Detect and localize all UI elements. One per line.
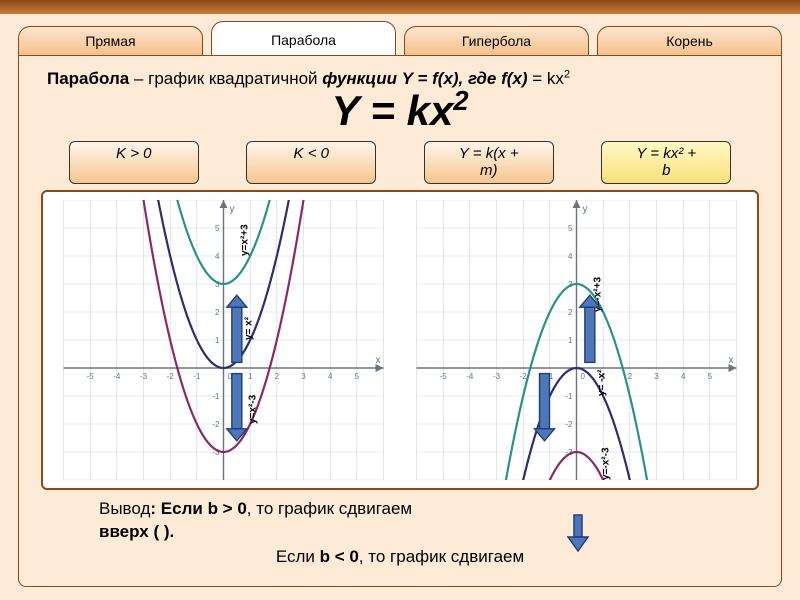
chart-left-svg: -5-4-3-2-112345-3-2-1123450xyy=x²+3y= x²… bbox=[59, 200, 388, 480]
charts-panel: -5 -4 -3 -2 -1 1 2 3 4 5 -3 -2 -1 1 2 3 4 5 0 x y y=x²+3 y= x²… bbox=[41, 190, 759, 490]
subtab-k-neg[interactable]: K < 0 bbox=[246, 141, 376, 184]
slide-root: Прямая Парабола Гипербола Корень Парабол… bbox=[0, 0, 800, 600]
svg-text:x: x bbox=[729, 355, 734, 366]
svg-text:5: 5 bbox=[215, 224, 220, 233]
svg-text:y=x²+3: y=x²+3 bbox=[240, 224, 251, 256]
svg-text:4: 4 bbox=[328, 372, 333, 381]
svg-text:5: 5 bbox=[355, 372, 360, 381]
svg-text:2: 2 bbox=[275, 372, 280, 381]
definition-text: Парабола – график квадратичной функции Y… bbox=[19, 56, 781, 89]
svg-text:0: 0 bbox=[581, 372, 586, 381]
svg-text:y=x²-3: y=x²-3 bbox=[248, 395, 259, 425]
subtab-shift-b[interactable]: Y = kx² + b bbox=[601, 141, 731, 184]
subtab-shift-m[interactable]: Y = k(x + m) bbox=[424, 141, 554, 184]
svg-text:y: y bbox=[230, 204, 235, 215]
content-panel: Парабола – график квадратичной функции Y… bbox=[18, 55, 782, 587]
svg-text:3: 3 bbox=[301, 372, 306, 381]
svg-text:-2: -2 bbox=[212, 420, 220, 429]
svg-text:4: 4 bbox=[681, 372, 686, 381]
svg-text:-3: -3 bbox=[140, 372, 148, 381]
svg-text:-4: -4 bbox=[113, 372, 121, 381]
svg-text:y: y bbox=[583, 204, 588, 215]
tab-line[interactable]: Прямая bbox=[18, 26, 203, 55]
svg-text:1: 1 bbox=[215, 336, 220, 345]
svg-text:5: 5 bbox=[568, 224, 573, 233]
svg-text:3: 3 bbox=[654, 372, 659, 381]
svg-text:-2: -2 bbox=[565, 420, 573, 429]
svg-text:-3: -3 bbox=[493, 372, 501, 381]
arrow-down-icon bbox=[565, 513, 591, 558]
svg-text:-5: -5 bbox=[87, 372, 95, 381]
svg-text:1: 1 bbox=[248, 372, 253, 381]
svg-text:5: 5 bbox=[708, 372, 713, 381]
top-border bbox=[0, 0, 800, 14]
tab-root[interactable]: Корень bbox=[597, 26, 782, 55]
tab-hyperbola[interactable]: Гипербола bbox=[404, 26, 589, 55]
svg-text:-1: -1 bbox=[212, 392, 220, 401]
svg-text:4: 4 bbox=[215, 252, 220, 261]
subtab-k-pos[interactable]: K > 0 bbox=[69, 141, 199, 184]
svg-text:2: 2 bbox=[628, 372, 633, 381]
chart-right: -5-4-3-2-112345-3-2-1123450xyy=-x²+3y= -… bbox=[412, 200, 741, 480]
svg-text:y= x²: y= x² bbox=[244, 317, 255, 341]
svg-text:-1: -1 bbox=[193, 372, 201, 381]
svg-text:-4: -4 bbox=[466, 372, 474, 381]
tabs-row: Прямая Парабола Гипербола Корень bbox=[0, 14, 800, 55]
svg-text:x: x bbox=[376, 355, 381, 366]
svg-text:y=-x²-3: y=-x²-3 bbox=[601, 447, 612, 480]
chart-left: -5-4-3-2-112345-3-2-1123450xyy=x²+3y= x²… bbox=[59, 200, 388, 480]
subtabs-row: K > 0 K < 0 Y = k(x + m) Y = kx² + b bbox=[19, 135, 781, 184]
svg-text:-1: -1 bbox=[565, 392, 573, 401]
main-formula: Y = kx2 bbox=[19, 85, 781, 135]
svg-text:-2: -2 bbox=[167, 372, 175, 381]
svg-text:2: 2 bbox=[568, 308, 573, 317]
tab-parabola[interactable]: Парабола bbox=[211, 21, 396, 56]
definition-term: Парабола bbox=[47, 69, 129, 88]
svg-text:-5: -5 bbox=[440, 372, 448, 381]
svg-text:1: 1 bbox=[568, 336, 573, 345]
chart-right-svg: -5-4-3-2-112345-3-2-1123450xyy=-x²+3y= -… bbox=[412, 200, 741, 480]
svg-text:y= -x²: y= -x² bbox=[597, 369, 608, 396]
conclusion-text: Вывод: Если b > 0, то график сдвигаем вв… bbox=[19, 490, 781, 569]
svg-text:2: 2 bbox=[215, 308, 220, 317]
svg-text:4: 4 bbox=[568, 252, 573, 261]
